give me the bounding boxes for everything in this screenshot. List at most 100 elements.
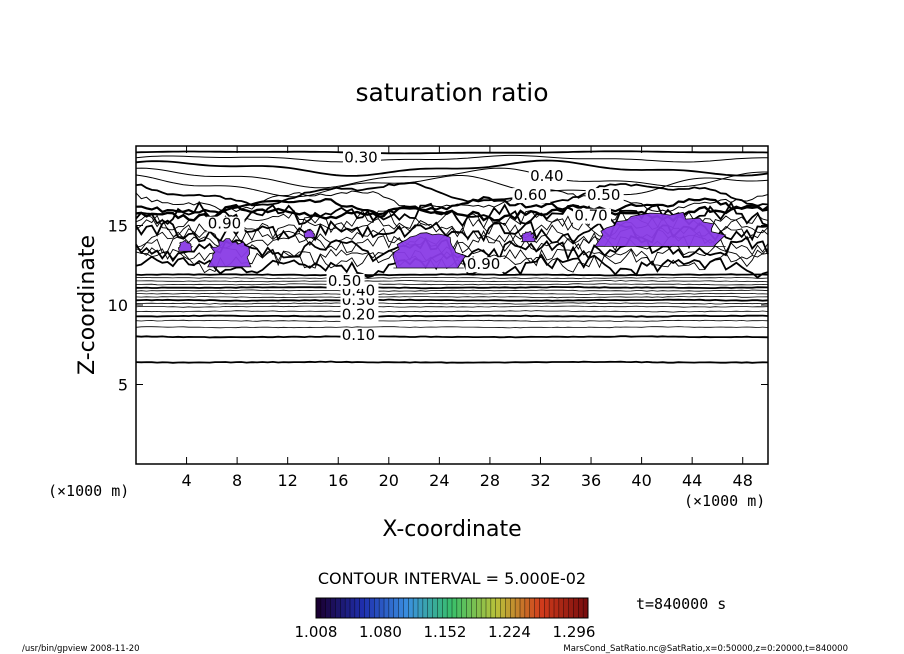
colorbar-swatch (520, 598, 526, 618)
supersaturated-region (177, 239, 193, 252)
x-axis-label: X-coordinate (382, 517, 521, 542)
x-tick-label: 36 (581, 471, 601, 490)
colorbar-swatch (437, 598, 443, 618)
colorbar-swatch (539, 598, 545, 618)
colorbar-swatch (350, 598, 356, 618)
y-axis-ticks: 5 10 15 (108, 217, 768, 395)
supersaturated-region (392, 232, 467, 269)
contour-label: 0.70 (574, 207, 607, 225)
colorbar-swatch (432, 598, 438, 618)
contour-label: 0.40 (530, 167, 563, 185)
x-tick-label: 28 (480, 471, 500, 490)
y-axis-label: Z-coordinate (75, 235, 100, 375)
colorbar-swatch (442, 598, 448, 618)
plot-area: 0.300.400.60 0.500.700.900.900.100.200.30… (135, 145, 769, 465)
contour-label: 0.50 (587, 186, 620, 204)
colorbar-swatch (345, 598, 351, 618)
contour-label: 0.10 (342, 326, 375, 344)
x-axis-ticks: 4 8 12 16 20 24 28 32 36 40 44 48 (181, 146, 753, 490)
x-tick-label: 4 (181, 471, 191, 490)
colorbar-swatch (510, 598, 516, 618)
contour-line (135, 283, 769, 286)
colorbar-swatch (500, 598, 506, 618)
colorbar-swatch (456, 598, 463, 618)
contour-line (135, 154, 768, 163)
colorbar-swatch (413, 598, 419, 618)
colorbar-swatch (505, 598, 511, 618)
contour-label-bg (326, 273, 365, 289)
colorbar-swatch (476, 598, 482, 618)
contour-line (135, 196, 769, 218)
colorbar-tick-label: 1.008 (295, 623, 338, 641)
contour-line (135, 335, 769, 339)
colorbar-swatch (374, 598, 380, 618)
colorbar-swatch (578, 598, 584, 618)
x-unit-left: (×1000 m) (48, 482, 129, 500)
colorbar-swatch (340, 598, 346, 618)
colorbar-tick-label: 1.080 (359, 623, 402, 641)
contour-label-bg (465, 257, 504, 273)
contour-label-bg (512, 188, 551, 204)
contour-line (135, 159, 769, 177)
colorbar-swatch (466, 598, 472, 618)
contour-line (135, 305, 769, 308)
x-tick-label: 16 (328, 471, 348, 490)
x-tick-label: 44 (682, 471, 702, 490)
contour-line (135, 174, 769, 198)
colorbar-swatch (354, 598, 361, 618)
colorbar-tick-label: 1.224 (488, 623, 531, 641)
contour-label-bg (528, 168, 567, 184)
x-tick-label: 32 (530, 471, 550, 490)
contour-label: 0.60 (514, 186, 547, 204)
contour-label-bg (585, 188, 624, 204)
contour-label: 0.90 (467, 255, 500, 273)
colorbar-swatch (388, 598, 395, 618)
supersaturated-region (594, 211, 727, 247)
x-tick-label: 20 (379, 471, 399, 490)
colorbar-swatch (524, 598, 531, 618)
colorbar-swatch (558, 598, 565, 618)
colorbar-swatch (320, 598, 327, 618)
contour-label-bg (340, 307, 379, 323)
contour-line (135, 276, 769, 280)
colorbar-swatch (461, 598, 467, 618)
colorbar-swatch (364, 598, 370, 618)
x-tick-label: 48 (733, 471, 753, 490)
colorbar-swatch (452, 598, 458, 618)
colorbar-swatch (583, 598, 589, 618)
colorbar (315, 597, 589, 619)
colorbar-swatch (335, 598, 341, 618)
contour-label: 0.20 (342, 305, 375, 323)
contour-line (135, 295, 769, 299)
plot-frame (135, 145, 769, 465)
colorbar-swatch (471, 598, 477, 618)
colorbar-swatch (544, 598, 550, 618)
contour-line (135, 167, 768, 189)
x-tick-label: 8 (232, 471, 242, 490)
colorbar-swatch (408, 598, 414, 618)
colorbar-swatch (325, 598, 331, 618)
colorbar-swatch (534, 598, 540, 618)
contour-line (135, 181, 769, 207)
colorbar-swatch (481, 598, 487, 618)
footer-left: /usr/bin/gpview 2008-11-20 (22, 644, 140, 654)
chart-title: saturation ratio (355, 78, 548, 107)
colorbar-swatch (422, 598, 429, 618)
contour-line (135, 298, 769, 302)
colorbar-swatch (495, 598, 501, 618)
footer-right: MarsCond_SatRatio.nc@SatRatio,x=0:50000,… (563, 644, 848, 654)
colorbar-swatch (568, 598, 574, 618)
contour-line (135, 310, 769, 313)
contour-line (135, 319, 769, 323)
colorbar-swatch (369, 598, 375, 618)
x-unit-right: (×1000 m) (684, 492, 765, 510)
colorbar-swatch (486, 598, 492, 618)
colorbar-swatch (549, 598, 555, 618)
x-tick-label: 24 (429, 471, 449, 490)
colorbar-swatch (573, 598, 579, 618)
y-tick-label: 15 (108, 217, 128, 236)
colorbar-tick-label: 1.152 (424, 623, 467, 641)
contour-label: 0.30 (344, 149, 377, 167)
y-tick-label: 5 (118, 376, 128, 395)
